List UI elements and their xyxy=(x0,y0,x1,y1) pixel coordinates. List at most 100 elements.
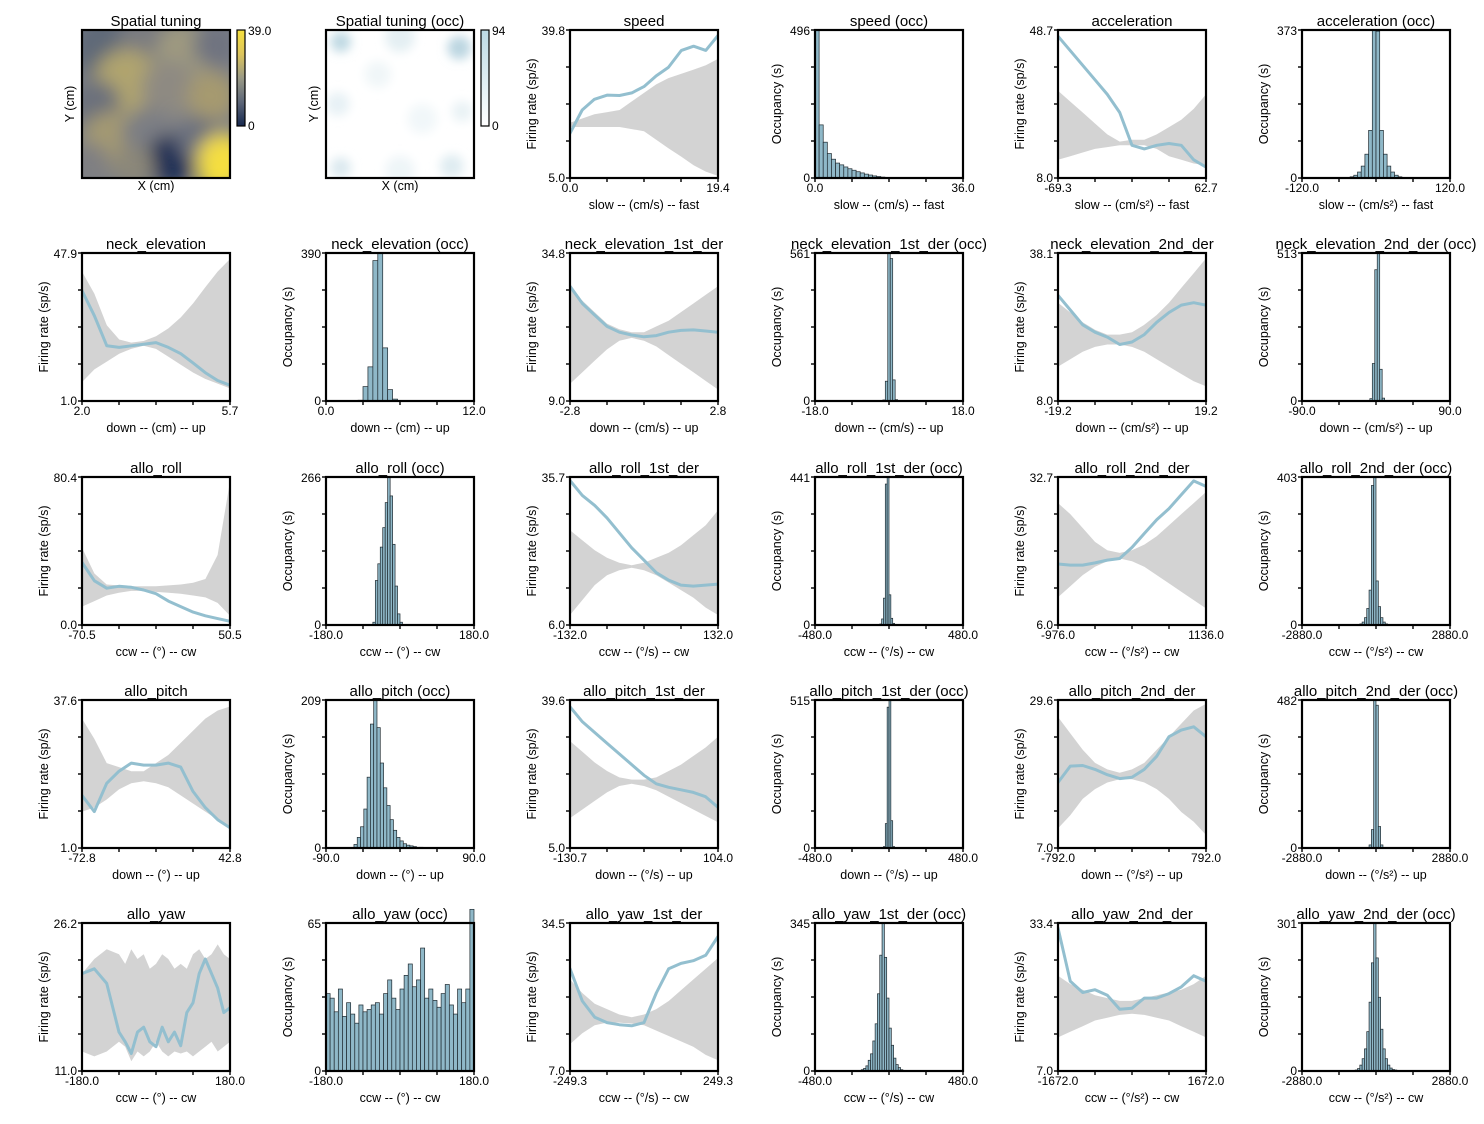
y-axis-label: Occupancy (s) xyxy=(770,957,784,1038)
y-tick-label: 482 xyxy=(1277,694,1297,708)
y-tick-label: 39.6 xyxy=(542,694,566,708)
y-tick-label: 47.9 xyxy=(54,247,78,261)
y-axis-label: Firing rate (sp/s) xyxy=(1013,952,1027,1043)
colorbar xyxy=(480,29,490,127)
histogram-bar xyxy=(461,1002,467,1072)
histogram-bar xyxy=(872,1040,876,1072)
y-axis-label: Firing rate (sp/s) xyxy=(1013,506,1027,597)
x-axis-label: down -- (°) -- up xyxy=(356,868,444,882)
x-axis-label: down -- (°/s²) -- up xyxy=(1081,868,1183,882)
histogram-bar xyxy=(386,805,391,849)
tuning-curve xyxy=(570,284,718,339)
x-axis-label: down -- (cm/s) -- up xyxy=(589,421,698,435)
axes-frame xyxy=(324,698,476,850)
x-tick-label: 792.0 xyxy=(1191,851,1221,865)
x-tick-label: -180.0 xyxy=(65,1074,99,1088)
histogram-bar xyxy=(389,495,393,626)
heat-blob xyxy=(187,71,230,122)
x-axis-label: down -- (°) -- up xyxy=(112,868,200,882)
y-axis-label: Firing rate (sp/s) xyxy=(525,729,539,820)
x-tick-label: 104.0 xyxy=(703,851,733,865)
heat-blob xyxy=(326,92,350,116)
x-tick-label: -1672.0 xyxy=(1038,1074,1079,1088)
panel-title: allo_yaw_1st_der xyxy=(586,906,703,923)
y-tick-label: 515 xyxy=(790,694,810,708)
shuffle-band xyxy=(82,259,230,389)
y-tick-label: 513 xyxy=(1277,247,1297,261)
x-tick-label: 62.7 xyxy=(1194,181,1218,195)
histogram-bar xyxy=(826,153,832,179)
x-tick-label: 5.7 xyxy=(222,404,239,418)
x-tick-label: 2.0 xyxy=(74,404,91,418)
plot-area xyxy=(82,481,230,623)
y-axis-label: Firing rate (sp/s) xyxy=(37,282,51,373)
y-tick-label: 0 xyxy=(803,171,810,185)
y-tick-label: 0 xyxy=(314,394,321,408)
panel-title: allo_yaw_2nd_der xyxy=(1071,906,1193,923)
x-axis-label: slow -- (cm/s²) -- fast xyxy=(1319,198,1434,212)
x-axis-label: down -- (cm) -- up xyxy=(350,421,449,435)
x-tick-label: -130.7 xyxy=(553,851,587,865)
y-tick-label: 441 xyxy=(790,471,810,485)
histogram-bar xyxy=(1364,153,1369,179)
x-tick-label: -132.0 xyxy=(553,628,587,642)
x-tick-label: -19.2 xyxy=(1044,404,1072,418)
y-tick-label: 37.6 xyxy=(54,694,78,708)
histogram-bar xyxy=(377,563,381,626)
y-axis-label: Occupancy (s) xyxy=(770,734,784,815)
tuning-curve xyxy=(570,34,718,135)
x-tick-label: 0.0 xyxy=(807,181,824,195)
panel-title: Spatial tuning (occ) xyxy=(336,13,464,30)
panel-title: allo_roll_1st_der (occ) xyxy=(815,460,963,477)
x-axis-label: down -- (cm/s²) -- up xyxy=(1075,421,1188,435)
histogram-bar xyxy=(342,1015,347,1072)
panel-allo-yaw-2nd-der: allo_yaw_2nd_der -1672.0 1672.0 33.4 7.0 ccw … xyxy=(1013,906,1225,1105)
x-tick-label: 2.8 xyxy=(710,404,727,418)
plot-area xyxy=(82,706,230,830)
y-axis-label: Firing rate (sp/s) xyxy=(525,59,539,150)
histogram-bar xyxy=(379,762,384,849)
histogram-bar xyxy=(391,997,397,1072)
axes-frame xyxy=(80,28,232,180)
x-tick-label: -480.0 xyxy=(798,628,832,642)
panel-allo-yaw-1st-der: allo_yaw_1st_der -249.3 249.3 34.5 7.0 ccw --… xyxy=(525,906,733,1105)
histogram-bar xyxy=(403,975,409,1072)
x-axis-label: down -- (°/s²) -- up xyxy=(1325,868,1427,882)
x-axis-label: ccw -- (°/s) -- cw xyxy=(844,1091,935,1105)
panel-title: acceleration xyxy=(1092,13,1173,30)
tuning-curve xyxy=(1058,34,1206,169)
histogram-bar xyxy=(440,993,446,1072)
histogram-bar xyxy=(1377,606,1381,626)
heat-blob xyxy=(447,35,472,60)
histogram-bar xyxy=(432,1000,438,1072)
plot-area xyxy=(1058,926,1206,1038)
y-tick-label: 496 xyxy=(790,24,810,38)
heatmap-area xyxy=(326,30,474,178)
y-axis-label: Occupancy (s) xyxy=(1257,957,1271,1038)
y-tick-label: 0 xyxy=(803,841,810,855)
y-tick-label: 34.5 xyxy=(542,917,566,931)
x-axis-label: slow -- (cm/s) -- fast xyxy=(834,198,945,212)
histogram-bar xyxy=(384,502,389,626)
panel-allo-yaw: allo_yaw -180.0 180.0 26.2 11.0 ccw -- (°) --… xyxy=(37,906,245,1105)
y-tick-label: 33.4 xyxy=(1030,917,1054,931)
histogram-bar xyxy=(884,380,889,402)
histogram-bar xyxy=(397,613,401,626)
x-tick-label: 90.0 xyxy=(462,851,486,865)
x-tick-label: 180.0 xyxy=(215,1074,245,1088)
panel-title: neck_elevation (occ) xyxy=(331,236,469,253)
y-tick-label: 26.2 xyxy=(54,917,78,931)
histogram-bar xyxy=(356,837,361,849)
y-axis-label: Y (cm) xyxy=(63,86,77,123)
panel-allo-roll-1st-der: allo_roll_1st_der -132.0 132.0 35.7 6.0 ccw -… xyxy=(525,460,733,659)
x-axis-label: ccw -- (°/s) -- cw xyxy=(844,645,935,659)
x-tick-label: -18.0 xyxy=(801,404,829,418)
histogram-bar xyxy=(382,347,389,402)
panel-title: allo_pitch_1st_der xyxy=(583,683,705,700)
shuffle-band xyxy=(570,58,718,176)
heat-blob xyxy=(385,30,415,53)
histogram-bar xyxy=(822,141,828,179)
panel-neck-elevation-occ: neck_elevation (occ) 0.0 12.0 390 0 down -- (… xyxy=(281,236,486,435)
panel-title: acceleration (occ) xyxy=(1317,13,1435,30)
y-tick-label: 0 xyxy=(1290,171,1297,185)
